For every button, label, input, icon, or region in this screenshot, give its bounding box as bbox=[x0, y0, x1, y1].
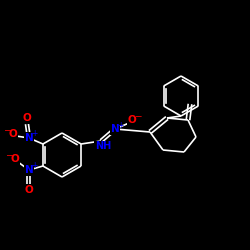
Text: N: N bbox=[24, 165, 33, 175]
Text: +: + bbox=[117, 120, 123, 130]
Text: O: O bbox=[22, 113, 31, 123]
Text: N: N bbox=[24, 133, 33, 143]
Text: O: O bbox=[10, 154, 19, 164]
Text: −: − bbox=[3, 126, 11, 134]
Text: +: + bbox=[31, 130, 37, 138]
Text: O: O bbox=[8, 129, 17, 139]
Text: −: − bbox=[5, 150, 13, 160]
Text: N: N bbox=[111, 124, 120, 134]
Text: +: + bbox=[31, 162, 37, 170]
Text: −: − bbox=[134, 112, 142, 120]
Text: O: O bbox=[24, 185, 33, 195]
Text: O: O bbox=[128, 115, 136, 125]
Text: NH: NH bbox=[95, 141, 111, 151]
